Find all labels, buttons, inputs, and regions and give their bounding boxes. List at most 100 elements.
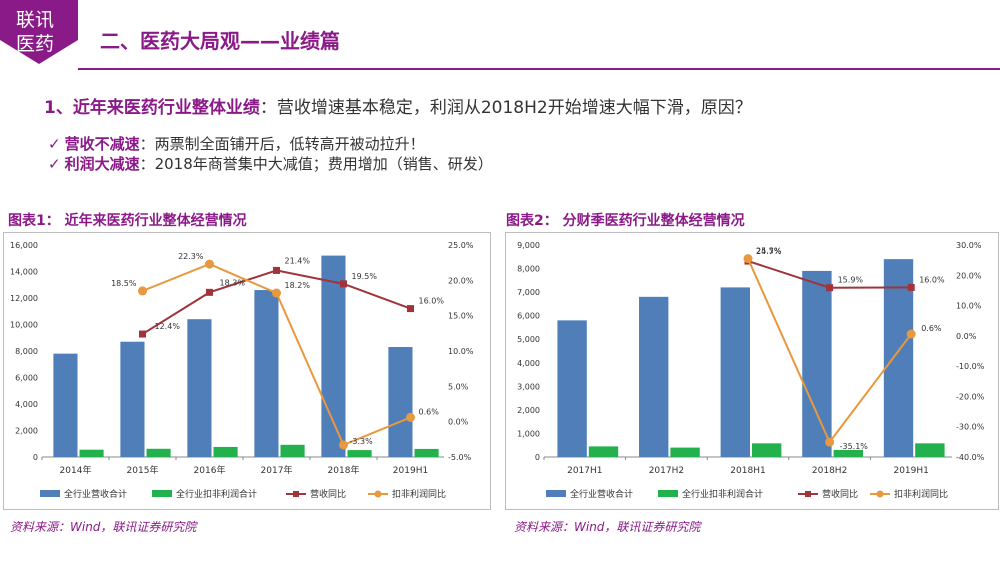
revenue-bar — [802, 270, 832, 457]
left-tick-label: 10,000 — [10, 321, 38, 330]
headline-rest: ：营收增速基本稳定，利润从2018H2开始增速大幅下滑，原因？ — [259, 98, 752, 118]
revenue-growth-marker — [826, 284, 834, 292]
left-tick-label: 8,000 — [517, 265, 540, 274]
section-title: 二、医药大局观——业绩篇 — [100, 29, 340, 53]
profit-bar — [915, 443, 945, 457]
left-tick-label: 9,000 — [517, 241, 540, 250]
revenue-bar — [557, 320, 587, 457]
right-tick-label: 15.0% — [448, 312, 474, 321]
right-tick-label: 5.0% — [448, 382, 469, 391]
legend-label: 扣非利润同比 — [392, 488, 446, 500]
revenue-bar — [120, 341, 145, 457]
category-label: 2017H2 — [649, 466, 684, 476]
brand-logo: 联讯 医药 — [0, 0, 78, 64]
profit-growth-label: -3.3% — [350, 437, 374, 446]
legend-swatch — [40, 490, 60, 497]
check-icon: ✓ — [48, 135, 61, 153]
legend-label: 扣非利润同比 — [894, 488, 948, 500]
revenue-bar — [639, 296, 669, 457]
revenue-growth-label: 18.3% — [220, 278, 246, 287]
bullet-text: ：两票制全面铺开后，低转高开被动拉升！ — [139, 135, 425, 153]
right-tick-label: -30.0% — [956, 423, 985, 432]
chart2-frame: 0 1,000 2,000 3,000 4,000 5,000 6,000 7,000 8,00… — [505, 232, 999, 510]
bullet-key: 利润大减速 — [64, 155, 140, 173]
revenue-bar — [187, 319, 212, 457]
chart1-source: 资料来源：Wind，联讯证券研究院 — [10, 520, 197, 534]
bullet-key: 营收不减速 — [64, 135, 140, 153]
profit-bar — [588, 446, 619, 457]
profit-growth-marker — [825, 437, 835, 447]
legend-label: 全行业营收合计 — [64, 488, 127, 500]
right-tick-label: 10.0% — [956, 302, 982, 311]
left-tick-label: 6,000 — [517, 312, 540, 321]
revenue-growth-label: 16.0% — [919, 275, 945, 284]
revenue-growth-marker — [139, 330, 146, 338]
chart1-frame: 0 2,000 4,000 6,000 8,000 10,000 12,000 14,000 1… — [3, 232, 491, 510]
revenue-growth-marker — [407, 305, 414, 313]
left-tick-label: 4,000 — [517, 359, 540, 368]
left-tick-label: 2,000 — [517, 406, 540, 415]
revenue-growth-label: 21.4% — [285, 256, 311, 265]
bullet-profit: ✓ 利润大减速：2018年商誉集中大减值；费用增加（销售、研发） — [48, 153, 493, 174]
left-tick-label: 5,000 — [517, 335, 540, 344]
profit-bar — [347, 450, 372, 457]
legend-label: 全行业扣非利润合计 — [176, 488, 257, 500]
category-label: 2018H2 — [812, 466, 847, 476]
profit-bar — [414, 448, 439, 457]
legend-label: 全行业营收合计 — [570, 488, 633, 500]
profit-growth-label: 18.5% — [111, 279, 137, 288]
category-label: 2015年 — [127, 464, 159, 476]
category-label: 2017年 — [261, 464, 293, 476]
left-tick-label: 6,000 — [15, 374, 38, 383]
left-tick-label: 4,000 — [15, 400, 38, 409]
logo-text: 联讯 医药 — [15, 9, 54, 55]
legend-label: 营收同比 — [310, 488, 346, 500]
bullet-text: ：2018年商誉集中大减值；费用增加（销售、研发） — [139, 155, 493, 173]
headline-key: 1、近年来医药行业整体业绩 — [44, 98, 260, 118]
revenue-growth-label: 19.5% — [352, 272, 378, 281]
right-tick-label: 30.0% — [956, 241, 982, 250]
check-icon: ✓ — [48, 155, 61, 173]
profit-bar — [213, 446, 238, 457]
left-tick-label: 2,000 — [15, 427, 38, 436]
profit-bar — [670, 447, 700, 457]
right-tick-label: -10.0% — [956, 362, 985, 371]
revenue-growth-label: 24.7% — [756, 247, 782, 256]
profit-growth-marker — [138, 286, 147, 296]
profit-growth-label: 0.6% — [419, 407, 440, 416]
profit-bar — [752, 443, 782, 457]
profit-growth-marker — [906, 329, 916, 339]
profit-growth-marker — [339, 440, 348, 450]
legend-swatch — [152, 490, 172, 497]
revenue-growth-marker — [273, 266, 280, 274]
chart1-title: 图表1： 近年来医药行业整体经营情况 — [8, 213, 247, 229]
legend-marker — [293, 491, 299, 497]
legend-swatch — [658, 490, 678, 497]
revenue-growth-label: 16.0% — [419, 297, 445, 306]
legend-label: 营收同比 — [822, 488, 858, 500]
revenue-bar — [254, 290, 279, 457]
legend-swatch — [546, 490, 566, 497]
left-tick-label: 12,000 — [10, 294, 38, 303]
legend-label: 全行业扣非利润合计 — [682, 488, 763, 500]
chart2-title: 图表2： 分财季医药行业整体经营情况 — [506, 213, 745, 229]
profit-growth-marker — [743, 254, 753, 264]
revenue-bar — [883, 259, 914, 457]
bullet-revenue: ✓ 营收不减速：两票制全面铺开后，低转高开被动拉升！ — [48, 133, 425, 154]
profit-growth-label: 25.5% — [756, 247, 782, 256]
right-tick-label: 0.0% — [956, 332, 977, 341]
left-tick-label: 8,000 — [15, 347, 38, 356]
logo-badge — [0, 0, 78, 64]
revenue-growth-label: 12.4% — [155, 322, 181, 331]
left-tick-label: 0 — [33, 453, 38, 462]
category-label: 2018年 — [328, 464, 360, 476]
right-tick-label: 0.0% — [448, 418, 469, 427]
right-tick-label: -5.0% — [448, 453, 472, 462]
profit-growth-label: 22.3% — [178, 252, 204, 261]
profit-growth-label: -35.1% — [840, 442, 869, 451]
legend-marker — [805, 491, 811, 497]
left-tick-label: 1,000 — [517, 429, 540, 438]
left-tick-label: 16,000 — [10, 241, 38, 250]
category-label: 2014年 — [60, 464, 92, 476]
right-tick-label: 20.0% — [448, 276, 474, 285]
